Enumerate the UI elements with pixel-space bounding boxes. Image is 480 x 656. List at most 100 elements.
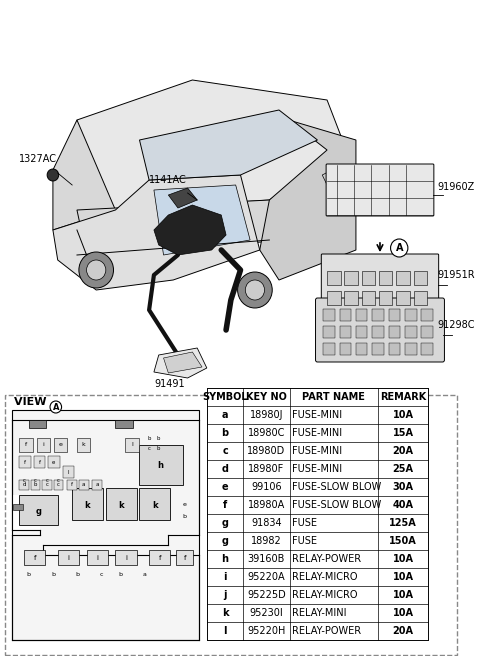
Polygon shape <box>154 185 250 255</box>
Text: i: i <box>96 555 98 561</box>
Text: 18980F: 18980F <box>248 464 285 474</box>
Text: 10A: 10A <box>393 608 414 618</box>
Text: k: k <box>152 501 158 510</box>
Text: FUSE-MINI: FUSE-MINI <box>292 428 343 438</box>
Text: 10A: 10A <box>393 554 414 564</box>
Text: l: l <box>131 443 132 447</box>
Bar <box>19 456 31 468</box>
Text: 39160B: 39160B <box>248 554 285 564</box>
Bar <box>19 480 29 490</box>
Bar <box>54 438 67 452</box>
Text: g: g <box>36 506 41 516</box>
Text: 10A: 10A <box>393 590 414 600</box>
Bar <box>362 291 375 305</box>
Text: g: g <box>222 536 228 546</box>
Bar <box>19 495 58 525</box>
Bar <box>67 480 77 490</box>
Text: c: c <box>57 483 60 487</box>
Polygon shape <box>140 110 317 180</box>
Polygon shape <box>53 175 260 290</box>
Bar <box>356 326 368 338</box>
FancyBboxPatch shape <box>5 395 457 655</box>
Text: RELAY-MINI: RELAY-MINI <box>292 608 347 618</box>
Bar <box>207 388 428 640</box>
Bar <box>396 271 410 285</box>
Bar <box>31 480 40 490</box>
Bar <box>36 438 50 452</box>
Text: b: b <box>51 573 55 577</box>
Bar <box>379 271 393 285</box>
Bar <box>414 291 427 305</box>
Circle shape <box>47 169 59 181</box>
Text: REMARK: REMARK <box>380 392 426 402</box>
Text: c: c <box>23 478 25 483</box>
Bar <box>421 309 433 321</box>
Text: 1141AC: 1141AC <box>149 175 187 185</box>
Bar <box>339 326 351 338</box>
Text: c: c <box>46 483 48 487</box>
Text: RELAY-POWER: RELAY-POWER <box>292 626 361 636</box>
Bar <box>323 326 335 338</box>
Bar <box>323 309 335 321</box>
Text: PART NAME: PART NAME <box>302 392 365 402</box>
Text: RELAY-POWER: RELAY-POWER <box>292 554 361 564</box>
Bar <box>421 343 433 355</box>
Polygon shape <box>53 120 115 230</box>
Polygon shape <box>77 80 346 210</box>
Text: 40A: 40A <box>393 500 414 510</box>
Bar <box>12 410 199 640</box>
Polygon shape <box>154 348 207 378</box>
Text: 20A: 20A <box>393 446 414 456</box>
Text: b: b <box>34 483 37 487</box>
Text: FUSE-SLOW BLOW: FUSE-SLOW BLOW <box>292 500 382 510</box>
Bar <box>372 309 384 321</box>
Bar <box>405 326 417 338</box>
Circle shape <box>238 272 272 308</box>
Bar <box>405 309 417 321</box>
Text: 25A: 25A <box>393 464 414 474</box>
Text: 95220A: 95220A <box>248 572 285 582</box>
Polygon shape <box>77 200 288 255</box>
Text: FUSE-MINI: FUSE-MINI <box>292 410 343 420</box>
Circle shape <box>86 260 106 280</box>
Text: b: b <box>183 514 187 519</box>
Text: VIEW: VIEW <box>14 397 51 407</box>
Text: d: d <box>222 464 228 474</box>
FancyBboxPatch shape <box>315 298 444 362</box>
Text: c: c <box>99 573 103 577</box>
Text: d: d <box>22 483 26 487</box>
Text: c: c <box>57 478 60 483</box>
Bar <box>362 271 375 285</box>
Text: i: i <box>42 443 44 447</box>
Bar <box>327 271 340 285</box>
Text: 91960Z: 91960Z <box>438 182 475 192</box>
Polygon shape <box>164 352 202 373</box>
Text: c: c <box>46 478 48 483</box>
Bar <box>12 495 40 530</box>
Bar <box>92 480 102 490</box>
Text: a: a <box>222 410 228 420</box>
Text: 91491: 91491 <box>154 379 184 389</box>
Bar <box>125 438 139 452</box>
Bar <box>396 291 410 305</box>
Bar <box>372 326 384 338</box>
Polygon shape <box>322 165 346 185</box>
Bar <box>24 550 45 565</box>
Bar <box>327 291 340 305</box>
Text: a: a <box>82 483 85 487</box>
Text: 91951R: 91951R <box>438 270 475 280</box>
Bar <box>19 438 33 452</box>
Text: f: f <box>34 555 36 561</box>
Text: FUSE-MINI: FUSE-MINI <box>292 464 343 474</box>
Text: RELAY-MICRO: RELAY-MICRO <box>292 590 358 600</box>
Text: i: i <box>125 555 127 561</box>
Text: f: f <box>25 443 27 447</box>
Text: a: a <box>68 471 72 476</box>
Text: 95225D: 95225D <box>247 590 286 600</box>
Circle shape <box>391 239 408 257</box>
Text: f: f <box>38 459 40 464</box>
Text: i: i <box>223 572 227 582</box>
Bar <box>176 550 193 565</box>
Circle shape <box>245 280 264 300</box>
Bar <box>86 550 108 565</box>
